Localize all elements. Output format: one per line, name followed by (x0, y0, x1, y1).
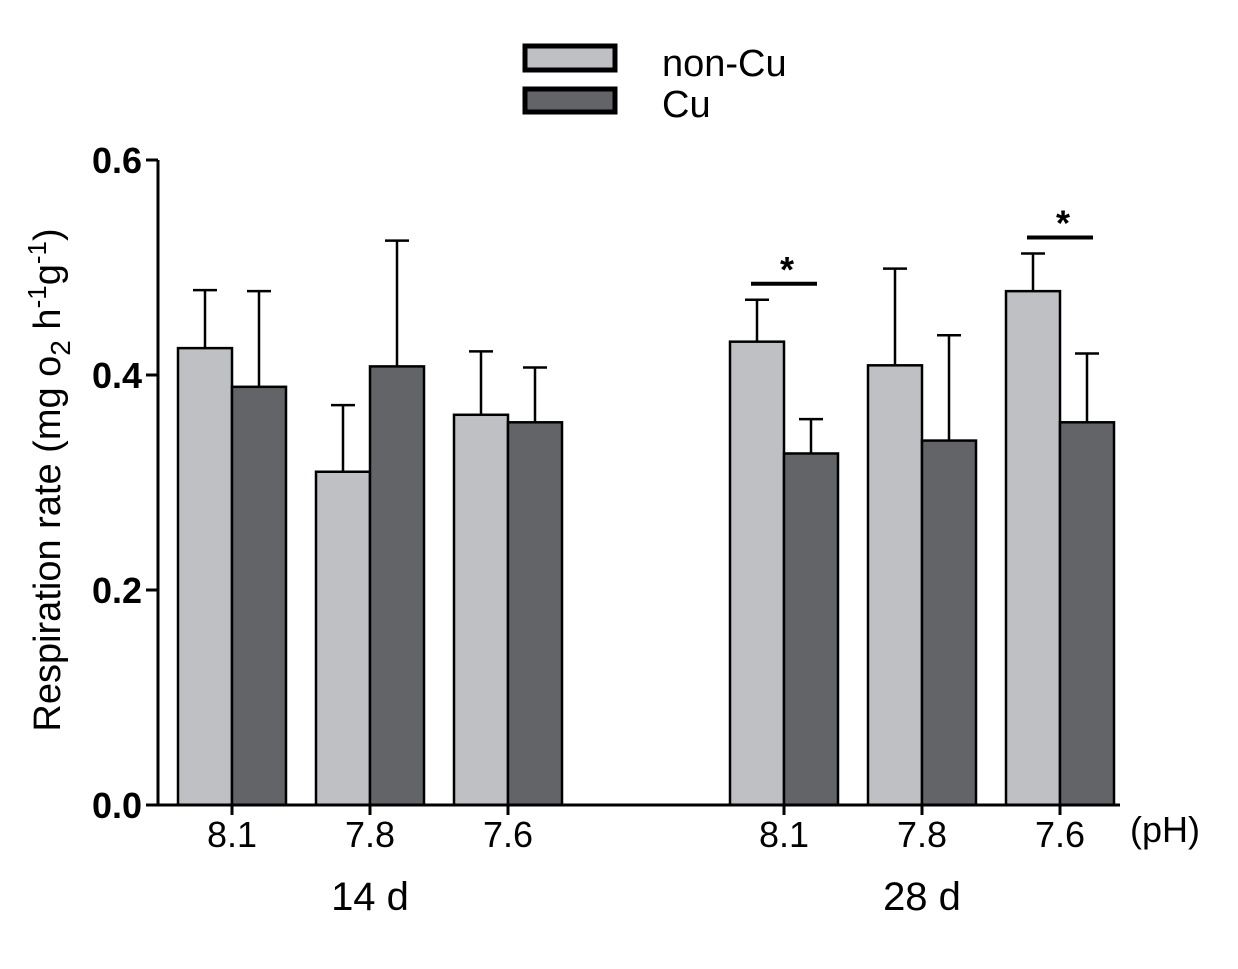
y-tick-label: 0.0 (92, 785, 142, 826)
bar-non-cu (728, 340, 786, 807)
bar-non-cu (314, 470, 372, 807)
legend-label-non-cu: non-Cu (662, 43, 787, 85)
bar-non-cu (176, 346, 234, 807)
x-tick-label: 7.8 (345, 814, 395, 855)
legend-swatch-cu (522, 86, 618, 115)
x-axis-unit: (pH) (1130, 809, 1200, 850)
x-tick-label: 8.1 (207, 814, 257, 855)
bar-cu (920, 439, 978, 807)
x-tick-label: 7.6 (483, 814, 533, 855)
y-axis: 0.0 0.2 0.4 0.6 (92, 140, 160, 826)
bars: ** (176, 203, 1116, 807)
x-tick-label: 8.1 (759, 814, 809, 855)
legend-label-cu: Cu (662, 84, 711, 126)
bar-non-cu (452, 413, 510, 807)
bar-cu (782, 452, 840, 807)
x-axis: 8.1 7.8 7.6 14 d 8.1 7.8 7.6 28 d (158, 803, 1120, 919)
significance-star: * (1056, 203, 1070, 244)
y-tick-label: 0.6 (92, 140, 142, 181)
group-label: 28 d (883, 875, 961, 919)
y-tick-label: 0.4 (92, 355, 142, 396)
bar-cu (1058, 421, 1116, 807)
bar-cu (506, 421, 564, 807)
legend-swatch-non-cu (522, 43, 618, 73)
bar-cu (230, 385, 288, 807)
bar-cu (368, 365, 426, 807)
legend: non-Cu Cu (522, 43, 787, 126)
group-label: 14 d (331, 875, 409, 919)
significance-star: * (780, 249, 794, 290)
y-axis-label: Respiration rate (mg o2 h-1g-1) (22, 228, 76, 731)
x-tick-label: 7.8 (897, 814, 947, 855)
bar-non-cu (866, 364, 924, 807)
bar-non-cu (1004, 289, 1062, 807)
x-tick-label: 7.6 (1035, 814, 1085, 855)
y-tick-label: 0.2 (92, 570, 142, 611)
